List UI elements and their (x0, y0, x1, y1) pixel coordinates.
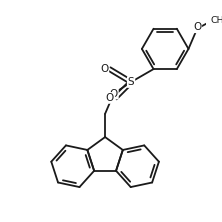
Text: O: O (100, 64, 108, 74)
Text: O: O (193, 22, 201, 32)
Text: S: S (128, 77, 134, 87)
Text: O: O (106, 93, 114, 103)
Text: O: O (110, 89, 118, 99)
Text: CH₃: CH₃ (211, 16, 222, 25)
